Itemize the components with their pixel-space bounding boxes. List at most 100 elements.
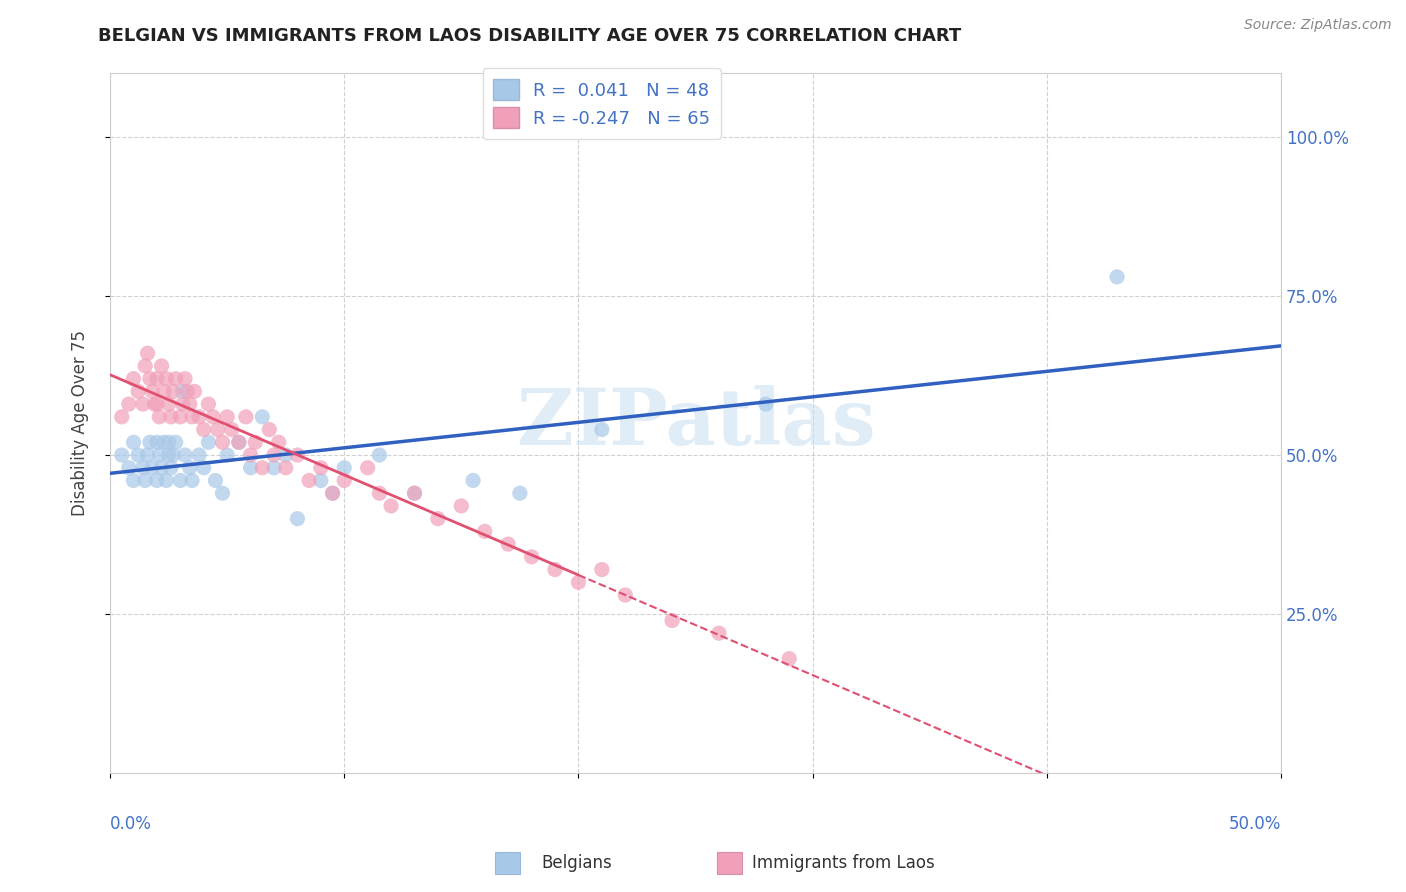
Point	[778, 651, 800, 665]
Point	[188, 409, 211, 424]
Point	[274, 448, 297, 462]
Point	[162, 448, 184, 462]
Point	[169, 474, 191, 488]
Point	[193, 460, 215, 475]
Point	[228, 435, 250, 450]
Point	[153, 384, 176, 399]
Point	[520, 549, 543, 564]
Point	[217, 448, 239, 462]
Point	[239, 460, 262, 475]
Point	[509, 486, 531, 500]
Point	[157, 397, 180, 411]
Point	[127, 448, 149, 462]
Text: Belgians: Belgians	[541, 854, 612, 871]
Point	[150, 359, 173, 373]
Point	[118, 460, 141, 475]
Point	[245, 435, 267, 450]
Point	[150, 460, 173, 475]
Point	[160, 460, 183, 475]
Point	[134, 359, 156, 373]
Point	[368, 448, 391, 462]
Point	[136, 346, 159, 360]
Point	[141, 384, 163, 399]
Point	[188, 448, 211, 462]
Point	[176, 384, 198, 399]
Point	[591, 423, 613, 437]
Point	[252, 409, 274, 424]
Point	[165, 435, 187, 450]
Point	[755, 397, 778, 411]
Text: Source: ZipAtlas.com: Source: ZipAtlas.com	[1244, 18, 1392, 32]
Text: 0.0%: 0.0%	[110, 815, 152, 833]
Point	[179, 397, 201, 411]
Point	[157, 448, 180, 462]
Point	[172, 397, 194, 411]
Point	[122, 372, 145, 386]
Point	[183, 384, 205, 399]
Point	[614, 588, 637, 602]
Point	[181, 409, 204, 424]
Point	[263, 448, 285, 462]
Point	[169, 409, 191, 424]
Point	[118, 397, 141, 411]
Point	[143, 397, 166, 411]
Point	[193, 423, 215, 437]
Point	[174, 448, 197, 462]
Point	[322, 486, 344, 500]
Point	[380, 499, 402, 513]
Point	[211, 435, 233, 450]
Point	[146, 397, 169, 411]
Point	[155, 474, 177, 488]
Text: BELGIAN VS IMMIGRANTS FROM LAOS DISABILITY AGE OVER 75 CORRELATION CHART: BELGIAN VS IMMIGRANTS FROM LAOS DISABILI…	[98, 27, 962, 45]
Point	[132, 397, 155, 411]
Point	[461, 474, 484, 488]
Point	[591, 563, 613, 577]
Text: 50.0%: 50.0%	[1229, 815, 1281, 833]
Point	[197, 397, 219, 411]
Point	[146, 372, 169, 386]
Point	[139, 435, 162, 450]
Point	[239, 448, 262, 462]
Point	[259, 423, 281, 437]
Point	[162, 384, 184, 399]
Point	[496, 537, 519, 551]
Point	[221, 423, 243, 437]
Point	[132, 460, 155, 475]
Point	[148, 409, 170, 424]
Point	[136, 448, 159, 462]
Point	[404, 486, 426, 500]
Point	[165, 372, 187, 386]
Legend: R =  0.041   N = 48, R = -0.247   N = 65: R = 0.041 N = 48, R = -0.247 N = 65	[482, 69, 721, 139]
Point	[1105, 269, 1128, 284]
Point	[309, 460, 332, 475]
Point	[122, 435, 145, 450]
Point	[567, 575, 589, 590]
Point	[155, 372, 177, 386]
Point	[450, 499, 472, 513]
Point	[134, 474, 156, 488]
Point	[333, 460, 356, 475]
Point	[333, 474, 356, 488]
Point	[111, 448, 134, 462]
Point	[263, 460, 285, 475]
Point	[298, 474, 321, 488]
Point	[426, 511, 449, 525]
Point	[160, 409, 183, 424]
Point	[139, 372, 162, 386]
Point	[252, 460, 274, 475]
Point	[146, 474, 169, 488]
Point	[368, 486, 391, 500]
Point	[217, 409, 239, 424]
Point	[474, 524, 496, 539]
Point	[404, 486, 426, 500]
Y-axis label: Disability Age Over 75: Disability Age Over 75	[72, 330, 89, 516]
Point	[146, 435, 169, 450]
Point	[148, 448, 170, 462]
Point	[267, 435, 290, 450]
Text: ZIPatlas: ZIPatlas	[516, 385, 876, 461]
Point	[181, 474, 204, 488]
Point	[544, 563, 567, 577]
Text: Immigrants from Laos: Immigrants from Laos	[752, 854, 935, 871]
Point	[207, 423, 229, 437]
Point	[322, 486, 344, 500]
